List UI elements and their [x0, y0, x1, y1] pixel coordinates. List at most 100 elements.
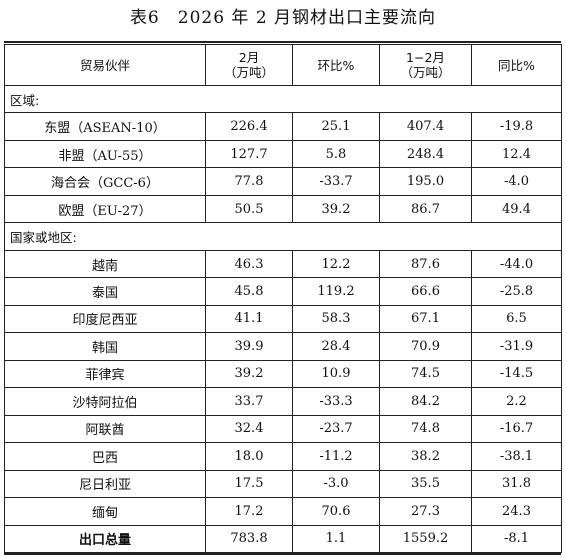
yoy-value-cell: 6.5: [471, 304, 562, 334]
partner-name-cell: 印度尼西亚: [4, 304, 206, 334]
partner-name-cell: 越南: [4, 249, 206, 279]
header-feb-line2: （万吨）: [223, 65, 274, 80]
partner-name-cell: 海合会（GCC-6）: [4, 167, 206, 196]
mom-value-cell: -33.7: [292, 167, 380, 196]
table-row: 越南 46.3 12.2 87.6 -44.0: [4, 249, 562, 279]
mom-value-cell: 5.8: [292, 139, 380, 169]
total-jan-feb-value-cell: 1559.2: [379, 524, 472, 553]
yoy-value-cell: -4.0: [471, 167, 562, 196]
section-label: 国家或地区:: [4, 222, 562, 251]
feb-value-cell: 17.5: [205, 469, 293, 499]
top-rule: [4, 41, 561, 43]
jan-feb-value-cell: 407.4: [379, 112, 472, 141]
header-jan-feb: 1−2月 （万吨）: [379, 44, 472, 86]
table-row: 巴西 18.0 -11.2 38.2 -38.1: [4, 442, 562, 471]
feb-value-cell: 46.3: [205, 249, 293, 279]
yoy-value-cell: -19.8: [471, 112, 562, 141]
partner-name-cell: 菲律宾: [4, 359, 206, 389]
yoy-value-cell: 31.8: [471, 469, 562, 499]
table-row: 尼日利亚 17.5 -3.0 35.5 31.8: [4, 469, 562, 499]
header-partner: 贸易伙伴: [4, 44, 206, 86]
header-yoy: 同比%: [471, 44, 562, 86]
mom-value-cell: -3.0: [292, 469, 380, 499]
feb-value-cell: 33.7: [205, 387, 293, 416]
mom-value-cell: 39.2: [292, 194, 380, 224]
yoy-value-cell: -38.1: [471, 442, 562, 471]
feb-value-cell: 41.1: [205, 304, 293, 334]
feb-value-cell: 39.2: [205, 359, 293, 389]
header-mom: 环比%: [292, 44, 380, 86]
partner-name-cell: 巴西: [4, 442, 206, 471]
feb-value-cell: 39.9: [205, 332, 293, 361]
yoy-value-cell: -16.7: [471, 414, 562, 444]
table-row: 缅甸 17.2 70.6 27.3 24.3: [4, 497, 562, 526]
mom-value-cell: 25.1: [292, 112, 380, 141]
feb-value-cell: 77.8: [205, 167, 293, 196]
feb-value-cell: 226.4: [205, 112, 293, 141]
partner-name-cell: 韩国: [4, 332, 206, 361]
feb-value-cell: 17.2: [205, 497, 293, 526]
feb-value-cell: 32.4: [205, 414, 293, 444]
jan-feb-value-cell: 66.6: [379, 277, 472, 306]
table-row: 欧盟（EU-27） 50.5 39.2 86.7 49.4: [4, 194, 562, 224]
table-row: 东盟（ASEAN-10） 226.4 25.1 407.4 -19.8: [4, 112, 562, 141]
mom-value-cell: -33.3: [292, 387, 380, 416]
header-jan-feb-line2: （万吨）: [400, 65, 451, 80]
header-feb: 2月 （万吨）: [205, 44, 293, 86]
header-feb-line1: 2月: [238, 50, 260, 65]
feb-value-cell: 50.5: [205, 194, 293, 224]
total-row: 出口总量 783.8 1.1 1559.2 -8.1: [4, 524, 562, 553]
total-mom-value-cell: 1.1: [292, 524, 380, 553]
jan-feb-value-cell: 248.4: [379, 139, 472, 169]
table-row: 非盟（AU-55） 127.7 5.8 248.4 12.4: [4, 139, 562, 169]
feb-value-cell: 127.7: [205, 139, 293, 169]
partner-name-cell: 尼日利亚: [4, 469, 206, 499]
jan-feb-value-cell: 27.3: [379, 497, 472, 526]
section-row: 区域:: [4, 84, 562, 114]
yoy-value-cell: -25.8: [471, 277, 562, 306]
jan-feb-value-cell: 74.5: [379, 359, 472, 389]
header-jan-feb-line1: 1−2月: [406, 50, 445, 65]
partner-name-cell: 缅甸: [4, 497, 206, 526]
partner-name-cell: 阿联酋: [4, 414, 206, 444]
yoy-value-cell: 12.4: [471, 139, 562, 169]
partner-name-cell: 泰国: [4, 277, 206, 306]
total-feb-value-cell: 783.8: [205, 524, 293, 553]
mom-value-cell: -11.2: [292, 442, 380, 471]
mom-value-cell: 10.9: [292, 359, 380, 389]
feb-value-cell: 45.8: [205, 277, 293, 306]
jan-feb-value-cell: 86.7: [379, 194, 472, 224]
table-row: 韩国 39.9 28.4 70.9 -31.9: [4, 332, 562, 361]
mom-value-cell: 119.2: [292, 277, 380, 306]
yoy-value-cell: 49.4: [471, 194, 562, 224]
total-partner-name-cell: 出口总量: [4, 524, 206, 553]
bottom-rule: [4, 553, 561, 555]
header-row: 贸易伙伴 2月 （万吨） 环比% 1−2月 （万吨） 同比%: [4, 44, 562, 86]
table-row: 阿联酋 32.4 -23.7 74.8 -16.7: [4, 414, 562, 444]
yoy-value-cell: 2.2: [471, 387, 562, 416]
jan-feb-value-cell: 84.2: [379, 387, 472, 416]
table-row: 沙特阿拉伯 33.7 -33.3 84.2 2.2: [4, 387, 562, 416]
jan-feb-value-cell: 67.1: [379, 304, 472, 334]
yoy-value-cell: 24.3: [471, 497, 562, 526]
table-row: 菲律宾 39.2 10.9 74.5 -14.5: [4, 359, 562, 389]
partner-name-cell: 欧盟（EU-27）: [4, 194, 206, 224]
table-title: 表6 2026 年 2 月钢材出口主要流向: [129, 8, 437, 28]
mom-value-cell: 28.4: [292, 332, 380, 361]
jan-feb-value-cell: 87.6: [379, 249, 472, 279]
jan-feb-value-cell: 38.2: [379, 442, 472, 471]
partner-name-cell: 非盟（AU-55）: [4, 139, 206, 169]
mom-value-cell: 70.6: [292, 497, 380, 526]
total-yoy-value-cell: -8.1: [471, 524, 562, 553]
partner-name-cell: 沙特阿拉伯: [4, 387, 206, 416]
steel-export-table: 贸易伙伴 2月 （万吨） 环比% 1−2月 （万吨） 同比% 区域: 东盟（ASE…: [4, 44, 562, 553]
table-body: 区域: 东盟（ASEAN-10） 226.4 25.1 407.4 -19.8 非盟（AU-…: [4, 84, 562, 553]
jan-feb-value-cell: 35.5: [379, 469, 472, 499]
yoy-value-cell: -14.5: [471, 359, 562, 389]
yoy-value-cell: -44.0: [471, 249, 562, 279]
table-row: 海合会（GCC-6） 77.8 -33.7 195.0 -4.0: [4, 167, 562, 196]
mom-value-cell: 58.3: [292, 304, 380, 334]
table-row: 泰国 45.8 119.2 66.6 -25.8: [4, 277, 562, 306]
mom-value-cell: -23.7: [292, 414, 380, 444]
yoy-value-cell: -31.9: [471, 332, 562, 361]
